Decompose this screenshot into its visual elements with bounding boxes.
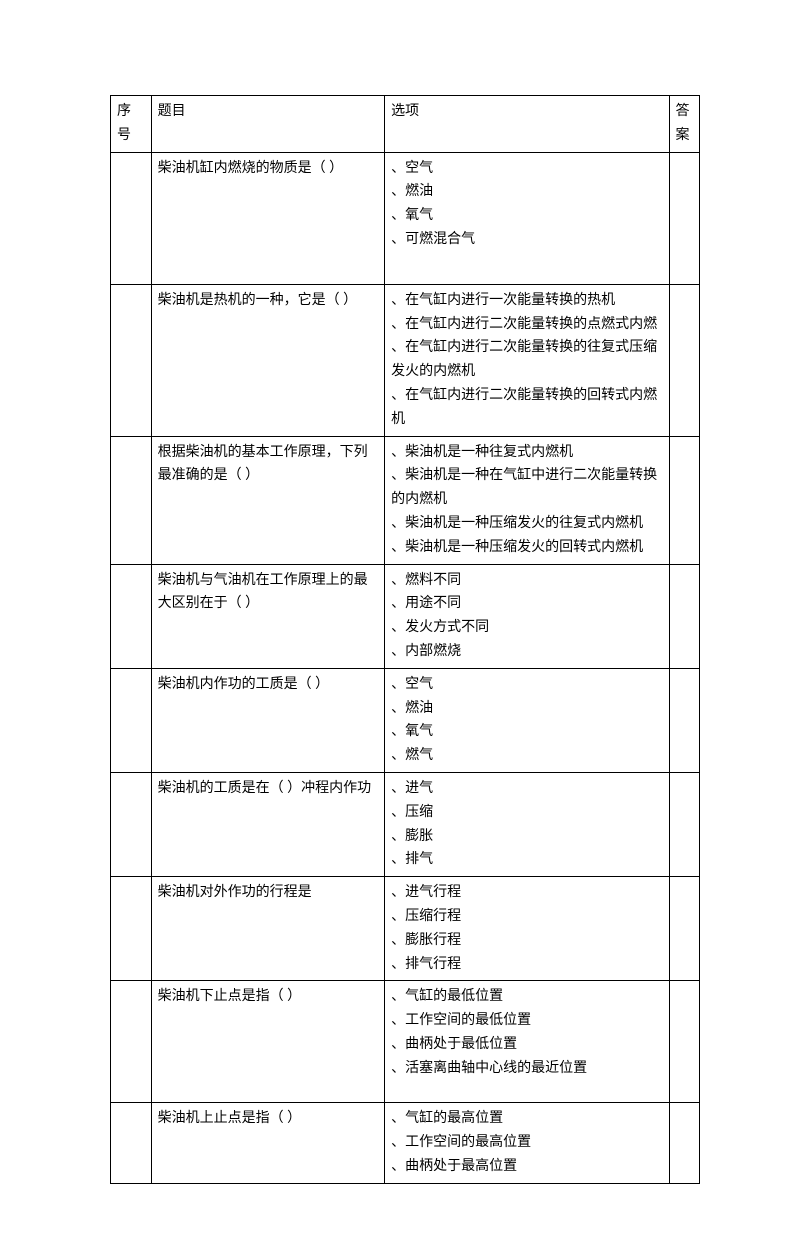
cell-question: 柴油机对外作功的行程是 [151,877,385,981]
option-line: 、在气缸内进行一次能量转换的热机 [391,289,662,313]
option-line: 、发火方式不同 [391,616,662,640]
col-header-question: 题目 [151,96,385,153]
question-table: 序号题目选项答案柴油机缸内燃烧的物质是（ ）、空气、燃油、氧气、可燃混合气柴油机… [110,95,700,1184]
option-line: 、压缩 [391,801,662,825]
cell-question: 柴油机下止点是指（ ） [151,981,385,1103]
option-line: 、氧气 [391,720,662,744]
table-row: 柴油机内作功的工质是（ ）、空气、燃油、氧气、燃气 [111,668,700,772]
cell-answer [669,1103,699,1183]
option-line: 、氧气 [391,204,662,228]
option-line: 、排气行程 [391,953,662,977]
option-line: 、气缸的最低位置 [391,985,662,1009]
cell-answer [669,152,699,284]
option-line: 、曲柄处于最低位置 [391,1033,662,1057]
option-line: 、排气 [391,848,662,872]
cell-num [111,284,152,436]
option-line: 、气缸的最高位置 [391,1107,662,1131]
option-line: 、可燃混合气 [391,228,662,252]
cell-options: 、气缸的最高位置、工作空间的最高位置、曲柄处于最高位置 [385,1103,669,1183]
cell-question: 柴油机的工质是在（ ）冲程内作功 [151,772,385,876]
option-line: 、燃油 [391,697,662,721]
option-line: 、在气缸内进行二次能量转换的点燃式内燃 [391,313,662,337]
cell-answer [669,436,699,564]
option-line: 、用途不同 [391,592,662,616]
cell-answer [669,877,699,981]
option-line: 、活塞离曲轴中心线的最近位置 [391,1057,662,1081]
option-line: 、柴油机是一种压缩发火的回转式内燃机 [391,536,662,560]
option-line: 、柴油机是一种在气缸中进行二次能量转换的内燃机 [391,464,662,512]
option-line: 、压缩行程 [391,905,662,929]
cell-answer [669,772,699,876]
cell-options: 、进气行程、压缩行程、膨胀行程、排气行程 [385,877,669,981]
cell-question: 柴油机上止点是指（ ） [151,1103,385,1183]
cell-question: 根据柴油机的基本工作原理，下列最准确的是（ ） [151,436,385,564]
option-line: 、在气缸内进行二次能量转换的往复式压缩发火的内燃机 [391,336,662,384]
cell-options: 、燃料不同、用途不同、发火方式不同、内部燃烧 [385,564,669,668]
option-line: 、工作空间的最低位置 [391,1009,662,1033]
option-line: 、工作空间的最高位置 [391,1131,662,1155]
option-line: 、燃油 [391,180,662,204]
cell-question: 柴油机缸内燃烧的物质是（ ） [151,152,385,284]
cell-options: 、柴油机是一种往复式内燃机、柴油机是一种在气缸中进行二次能量转换的内燃机、柴油机… [385,436,669,564]
table-row: 柴油机对外作功的行程是、进气行程、压缩行程、膨胀行程、排气行程 [111,877,700,981]
cell-options: 、空气、燃油、氧气、燃气 [385,668,669,772]
cell-answer [669,668,699,772]
cell-options: 、空气、燃油、氧气、可燃混合气 [385,152,669,284]
option-line: 、空气 [391,157,662,181]
cell-num [111,981,152,1103]
cell-num [111,436,152,564]
col-header-options: 选项 [385,96,669,153]
cell-answer [669,981,699,1103]
table-row: 柴油机的工质是在（ ）冲程内作功、进气、压缩、膨胀、排气 [111,772,700,876]
option-line: 、柴油机是一种压缩发火的往复式内燃机 [391,512,662,536]
table-row: 柴油机是热机的一种，它是（ ）、在气缸内进行一次能量转换的热机、在气缸内进行二次… [111,284,700,436]
table-row: 柴油机缸内燃烧的物质是（ ）、空气、燃油、氧气、可燃混合气 [111,152,700,284]
cell-options: 、进气、压缩、膨胀、排气 [385,772,669,876]
cell-num [111,1103,152,1183]
col-header-num: 序号 [111,96,152,153]
table-header-row: 序号题目选项答案 [111,96,700,153]
cell-num [111,152,152,284]
table-row: 柴油机上止点是指（ ）、气缸的最高位置、工作空间的最高位置、曲柄处于最高位置 [111,1103,700,1183]
cell-answer [669,284,699,436]
option-line: 、在气缸内进行二次能量转换的回转式内燃机 [391,384,662,432]
option-line: 、燃料不同 [391,569,662,593]
col-header-answer: 答案 [669,96,699,153]
option-line: 、进气 [391,777,662,801]
option-line: 、内部燃烧 [391,640,662,664]
cell-num [111,877,152,981]
cell-num [111,668,152,772]
option-line: 、空气 [391,673,662,697]
cell-question: 柴油机与气油机在工作原理上的最大区别在于（ ） [151,564,385,668]
option-line: 、膨胀 [391,825,662,849]
cell-question: 柴油机是热机的一种，它是（ ） [151,284,385,436]
cell-options: 、在气缸内进行一次能量转换的热机、在气缸内进行二次能量转换的点燃式内燃、在气缸内… [385,284,669,436]
option-line: 、燃气 [391,744,662,768]
cell-num [111,772,152,876]
cell-num [111,564,152,668]
cell-options: 、气缸的最低位置、工作空间的最低位置、曲柄处于最低位置、活塞离曲轴中心线的最近位… [385,981,669,1103]
option-line: 、曲柄处于最高位置 [391,1155,662,1179]
table-row: 柴油机与气油机在工作原理上的最大区别在于（ ）、燃料不同、用途不同、发火方式不同… [111,564,700,668]
cell-answer [669,564,699,668]
option-line: 、柴油机是一种往复式内燃机 [391,441,662,465]
table-row: 根据柴油机的基本工作原理，下列最准确的是（ ）、柴油机是一种往复式内燃机、柴油机… [111,436,700,564]
cell-question: 柴油机内作功的工质是（ ） [151,668,385,772]
option-line: 、进气行程 [391,881,662,905]
table-row: 柴油机下止点是指（ ）、气缸的最低位置、工作空间的最低位置、曲柄处于最低位置、活… [111,981,700,1103]
option-line: 、膨胀行程 [391,929,662,953]
